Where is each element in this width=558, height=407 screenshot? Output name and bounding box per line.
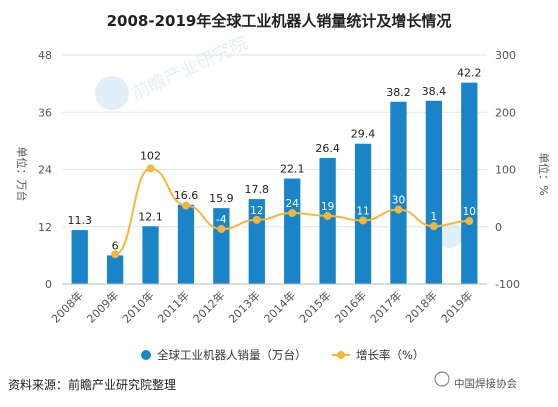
bar-value-label: 11.3 (67, 214, 92, 227)
x-tick-label: 2012年 (190, 288, 227, 325)
growth-point (429, 222, 438, 231)
x-tick-label: 2011年 (155, 288, 192, 325)
wechat-watermark-text: 中国焊接协会 (454, 377, 517, 390)
growth-value-label: 24 (286, 198, 300, 210)
wechat-watermark: 中国焊接协会 (434, 371, 517, 390)
growth-value-label: -4 (216, 214, 227, 226)
growth-value-label: 19 (321, 201, 334, 213)
bar-value-label: 38.4 (422, 85, 447, 98)
watermark-text: 前瞻产业研究院 (128, 32, 251, 104)
bar-value-label: 17.8 (245, 183, 270, 196)
growth-value-label: 102 (140, 149, 161, 162)
growth-point (111, 250, 120, 259)
bar (213, 208, 230, 284)
bar (142, 226, 159, 284)
bar (177, 204, 195, 284)
y2-tick-label: -100 (495, 278, 520, 291)
growth-value-label: 12 (250, 205, 263, 217)
growth-line (114, 167, 470, 256)
bar-value-label: 15.9 (209, 192, 234, 205)
y2-tick-label: 300 (495, 49, 516, 62)
bar (425, 100, 443, 284)
growth-point (323, 211, 332, 220)
bar-value-label: 26.4 (315, 142, 340, 155)
source-note: 资料来源：前瞻产业研究院整理 (8, 377, 176, 392)
bar-value-label: 6 (112, 239, 119, 252)
bar (71, 230, 88, 284)
x-tick-label: 2014年 (261, 288, 298, 325)
y-tick-label: 12 (38, 221, 52, 234)
growth-value-label: 1 (431, 211, 438, 223)
y2-tick-label: 100 (495, 164, 516, 177)
x-tick-label: 2017年 (367, 288, 404, 325)
chart-title: 2008-2019年全球工业机器人销量统计及增长情况 (107, 12, 452, 30)
legend-line-marker (337, 351, 345, 359)
growth-line-series: 102 -4 12 24 19 11 30 1 10 (111, 149, 476, 259)
y-tick-label: 24 (38, 164, 52, 177)
legend-line-label: 增长率（%） (356, 348, 424, 362)
growth-point (394, 205, 403, 214)
x-tick-label: 2009年 (84, 288, 121, 325)
y-axis-title: 单位：万台 (15, 147, 29, 202)
y-tick-label: 48 (38, 49, 52, 62)
growth-point (252, 215, 261, 224)
bar (284, 178, 301, 284)
bar-value-label: 12.1 (138, 210, 163, 223)
bar (461, 82, 478, 284)
bar (390, 101, 407, 284)
growth-point (359, 216, 368, 225)
growth-point (146, 164, 155, 173)
growth-point (465, 217, 474, 226)
bar (319, 158, 336, 284)
bar-value-label: 29.4 (351, 128, 376, 141)
legend: 全球工业机器人销量（万台） 增长率（%） (141, 348, 424, 362)
x-tick-label: 2008年 (48, 288, 85, 325)
x-tick-label: 2019年 (438, 288, 475, 325)
x-tick-label: 2018年 (403, 288, 440, 325)
growth-point (288, 209, 297, 218)
bar-value-label: 38.2 (386, 86, 411, 99)
wechat-icon (434, 371, 450, 387)
bar-series: 11.3 6 12.1 16.6 15.9 17.8 22.1 26.4 29.4 38.2 38.… (67, 67, 482, 284)
y-tick-label: 0 (45, 278, 52, 291)
growth-value-label: 10 (463, 206, 476, 218)
growth-value-label: 11 (356, 205, 369, 217)
legend-bar-marker (141, 350, 151, 360)
x-tick-label: 2010年 (119, 288, 156, 325)
growth-point (217, 225, 226, 234)
growth-value-label: 30 (392, 195, 405, 207)
bar (354, 143, 372, 284)
legend-bar-label: 全球工业机器人销量（万台） (157, 348, 307, 362)
bar-value-label: 42.2 (457, 67, 482, 80)
y2-axis-title: 单位：% (537, 152, 551, 195)
x-tick-label: 2016年 (332, 288, 369, 325)
y2-tick-label: 200 (495, 106, 516, 119)
growth-point (181, 201, 190, 210)
bar-value-label: 22.1 (280, 163, 305, 176)
y-tick-label: 36 (38, 106, 52, 119)
x-tick-label: 2015年 (296, 288, 333, 325)
bar (106, 255, 124, 284)
x-tick-label: 2013年 (225, 288, 262, 325)
y2-tick-label: 0 (495, 221, 502, 234)
bar-value-label: 16.6 (174, 189, 199, 202)
